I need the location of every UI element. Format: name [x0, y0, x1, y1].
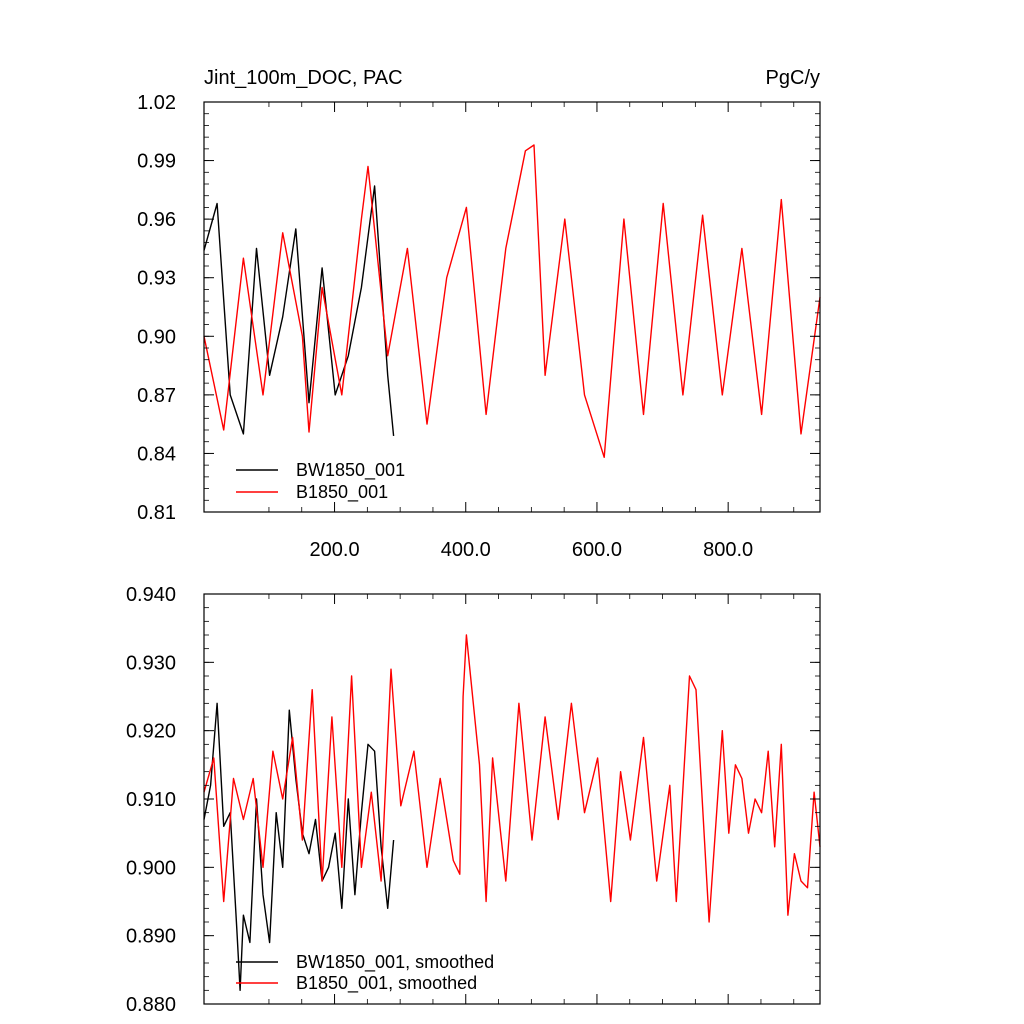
y-tick-label: 0.910: [126, 789, 176, 811]
y-tick-label: 0.920: [126, 721, 176, 743]
x-tick-label: 800.0: [703, 539, 753, 561]
series-layer: [203, 144, 821, 458]
y-tick-label: 0.890: [126, 926, 176, 948]
y-tick-label: 1.02: [137, 92, 176, 114]
series-layer: [203, 634, 821, 991]
tick-layer: 0.880 0.890 0.900 0.910 0.920 0.930 0.940: [126, 584, 820, 1016]
legend-label-1: B1850_001, smoothed: [296, 973, 477, 994]
plot-frame: [203, 101, 821, 513]
plot-frame: [203, 593, 821, 1005]
y-tick-label: 0.880: [126, 994, 176, 1016]
y-tick-label: 0.87: [137, 385, 176, 407]
top-panel: Jint_100m_DOC, PAC PgC/y 0.81 0.84 0.87 0.9…: [137, 67, 821, 561]
series-line-1: [203, 634, 821, 923]
legend-label-0: BW1850_001, smoothed: [296, 952, 494, 973]
series-line-1: [203, 144, 821, 458]
series-line-0: [203, 702, 395, 991]
y-tick-label: 0.93: [137, 268, 176, 290]
y-tick-label: 0.90: [137, 326, 176, 348]
x-tick-label: 400.0: [441, 539, 491, 561]
y-tick-label: 0.81: [137, 502, 176, 524]
x-tick-label: 200.0: [310, 539, 360, 561]
legend-label-0: BW1850_001: [296, 460, 405, 481]
y-tick-label: 0.930: [126, 652, 176, 674]
bottom-panel: 0.880 0.890 0.900 0.910 0.920 0.930 0.940 BW18…: [126, 584, 821, 1016]
y-tick-label: 0.900: [126, 857, 176, 879]
panel-title: Jint_100m_DOC, PAC: [204, 67, 403, 89]
x-tick-label: 600.0: [572, 539, 622, 561]
units-label: PgC/y: [766, 67, 820, 89]
y-tick-label: 0.84: [137, 443, 176, 465]
legend-label-1: B1850_001: [296, 482, 388, 503]
y-tick-label: 0.99: [137, 151, 176, 173]
tick-layer: 0.81 0.84 0.87 0.90 0.93 0.96 0.99 1.02 200.0 400…: [137, 92, 820, 561]
y-tick-label: 0.96: [137, 209, 176, 231]
series-line-0: [203, 185, 395, 436]
y-tick-label: 0.940: [126, 584, 176, 606]
